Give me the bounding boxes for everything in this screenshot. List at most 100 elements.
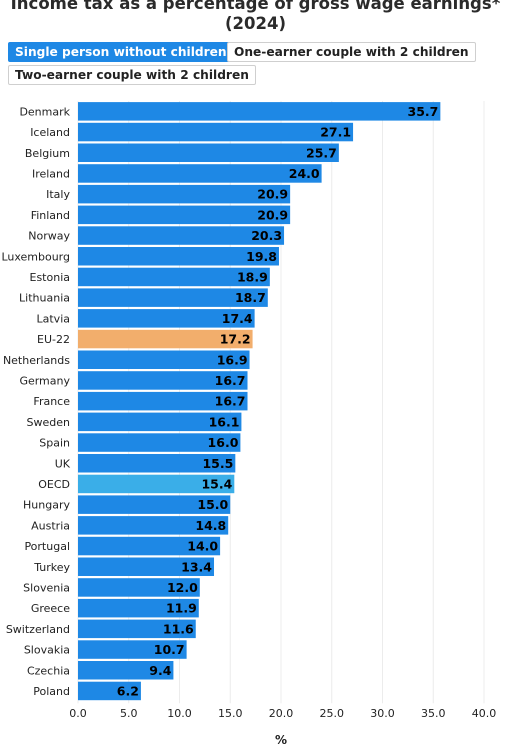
data-label: 16.7 bbox=[215, 373, 246, 388]
x-tick-label: 20.0 bbox=[269, 707, 294, 720]
chart-title-line-2: (2024) bbox=[224, 14, 286, 33]
data-label: 20.9 bbox=[257, 207, 288, 222]
data-label: 25.7 bbox=[306, 145, 337, 160]
bar bbox=[78, 433, 241, 452]
category-label: Poland bbox=[33, 685, 70, 698]
bar bbox=[78, 661, 174, 680]
x-tick-label: 25.0 bbox=[320, 707, 345, 720]
bar bbox=[78, 205, 291, 225]
x-tick-label: 0.0 bbox=[69, 707, 87, 720]
x-tick-label: 30.0 bbox=[370, 707, 395, 720]
bar bbox=[78, 598, 199, 618]
bar bbox=[78, 309, 255, 328]
data-label: 15.5 bbox=[202, 456, 233, 471]
category-label: UK bbox=[55, 457, 71, 470]
data-label: 18.9 bbox=[237, 269, 268, 284]
category-label: OECD bbox=[38, 478, 70, 491]
category-label: Netherlands bbox=[3, 354, 70, 367]
bar bbox=[78, 391, 248, 411]
category-label: Spain bbox=[39, 437, 70, 450]
bar bbox=[78, 288, 268, 307]
category-label: Denmark bbox=[19, 105, 70, 118]
bar bbox=[78, 102, 441, 121]
x-axis-label: % bbox=[275, 733, 287, 747]
bar bbox=[78, 536, 221, 556]
category-label: France bbox=[33, 395, 70, 408]
tab-one-earner-couple[interactable]: One-earner couple with 2 children bbox=[227, 42, 476, 62]
category-label: Lithuania bbox=[19, 292, 70, 305]
bar bbox=[78, 184, 291, 204]
data-label: 24.0 bbox=[289, 166, 320, 181]
category-label: Ireland bbox=[32, 167, 70, 180]
bar bbox=[78, 619, 196, 639]
data-label: 10.7 bbox=[154, 642, 185, 657]
data-label: 14.8 bbox=[195, 518, 226, 533]
data-label: 35.7 bbox=[408, 104, 439, 119]
category-label: Belgium bbox=[25, 147, 70, 160]
chart-title: Income tax as a percentage of gross wage… bbox=[0, 0, 511, 34]
bar bbox=[78, 329, 253, 349]
tab-single-person[interactable]: Single person without children bbox=[8, 42, 234, 62]
data-label: 20.3 bbox=[251, 228, 282, 243]
bar bbox=[78, 640, 187, 659]
chart-title-line-1: Income tax as a percentage of gross wage… bbox=[10, 0, 501, 13]
category-label: Italy bbox=[46, 188, 70, 201]
data-label: 20.9 bbox=[257, 187, 288, 202]
data-label: 18.7 bbox=[235, 290, 266, 305]
data-label: 11.6 bbox=[163, 621, 194, 636]
category-label: Austria bbox=[31, 519, 70, 532]
bar bbox=[78, 495, 231, 514]
category-label: Sweden bbox=[27, 416, 70, 429]
data-label: 17.4 bbox=[222, 311, 253, 326]
bar bbox=[78, 164, 322, 183]
data-label: 11.9 bbox=[166, 601, 197, 616]
bar bbox=[78, 267, 270, 287]
category-label: Luxembourg bbox=[1, 250, 70, 263]
category-label: Finland bbox=[31, 209, 70, 222]
x-tick-label: 10.0 bbox=[167, 707, 192, 720]
x-tick-label: 5.0 bbox=[120, 707, 138, 720]
bar bbox=[78, 247, 279, 266]
data-label: 15.0 bbox=[197, 497, 228, 512]
category-label: Estonia bbox=[30, 271, 71, 284]
category-label: Turkey bbox=[33, 561, 70, 574]
data-label: 14.0 bbox=[187, 539, 218, 554]
tab-two-earner-couple[interactable]: Two-earner couple with 2 children bbox=[8, 65, 256, 85]
data-label: 16.0 bbox=[208, 435, 239, 450]
bar bbox=[78, 350, 250, 369]
category-label: Iceland bbox=[30, 126, 70, 139]
bar bbox=[78, 516, 229, 535]
bar bbox=[78, 143, 339, 162]
data-label: 15.4 bbox=[201, 476, 232, 491]
category-label: Latvia bbox=[37, 312, 71, 325]
x-tick-label: 40.0 bbox=[472, 707, 497, 720]
bar bbox=[78, 226, 285, 245]
bar bbox=[78, 122, 354, 142]
data-label: 13.4 bbox=[181, 559, 212, 574]
bar bbox=[78, 474, 235, 494]
category-label: Norway bbox=[28, 230, 70, 243]
data-label: 27.1 bbox=[320, 125, 351, 140]
category-label: EU-22 bbox=[37, 333, 70, 346]
data-label: 17.2 bbox=[220, 332, 251, 347]
data-label: 16.9 bbox=[217, 352, 248, 367]
category-label: Germany bbox=[19, 374, 70, 387]
data-label: 19.8 bbox=[246, 249, 277, 264]
x-tick-label: 35.0 bbox=[421, 707, 446, 720]
bar bbox=[78, 371, 248, 390]
data-label: 16.7 bbox=[215, 394, 246, 409]
data-label: 16.1 bbox=[209, 414, 240, 429]
bar bbox=[78, 557, 215, 576]
data-label: 6.2 bbox=[117, 683, 139, 698]
category-label: Slovenia bbox=[23, 581, 70, 594]
data-label: 9.4 bbox=[149, 663, 171, 678]
category-label: Switzerland bbox=[6, 623, 70, 636]
category-label: Hungary bbox=[23, 499, 70, 512]
data-label: 12.0 bbox=[167, 580, 198, 595]
category-label: Czechia bbox=[27, 664, 70, 677]
category-label: Greece bbox=[31, 602, 70, 615]
category-label: Slovakia bbox=[24, 644, 70, 657]
category-label: Portugal bbox=[24, 540, 70, 553]
bar bbox=[78, 681, 141, 701]
